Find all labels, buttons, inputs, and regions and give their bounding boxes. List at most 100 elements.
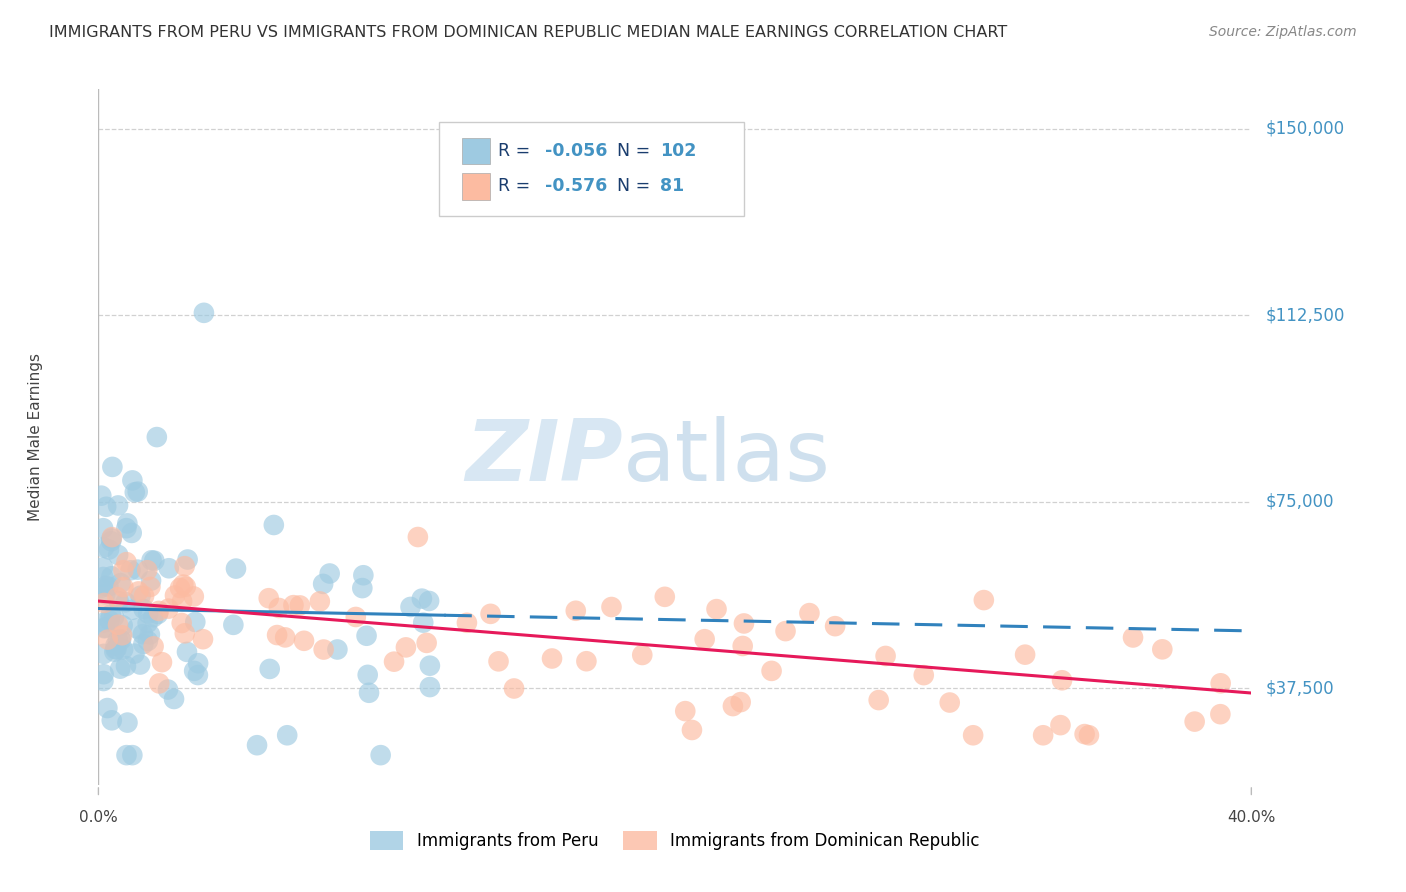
Point: [395, 640, 418, 655]
Point: [172, 577, 194, 591]
Point: [292, 633, 315, 648]
Point: [406, 530, 429, 544]
Point: [124, 485, 146, 500]
Point: [263, 518, 285, 533]
Point: [100, 534, 122, 549]
Point: [412, 615, 434, 630]
Point: [312, 642, 335, 657]
Point: [163, 589, 186, 603]
Point: [115, 748, 138, 763]
Point: [191, 632, 214, 647]
Point: [100, 532, 122, 546]
Legend: Immigrants from Peru, Immigrants from Dominican Republic: Immigrants from Peru, Immigrants from Do…: [364, 824, 986, 856]
Point: [187, 668, 209, 682]
Point: [97, 632, 120, 647]
Point: [326, 642, 349, 657]
Point: [100, 714, 122, 728]
Point: [110, 633, 132, 648]
Point: [129, 657, 152, 672]
Point: [730, 695, 752, 709]
Point: [103, 645, 125, 659]
Point: [600, 600, 623, 615]
Text: 81: 81: [659, 178, 685, 195]
Point: [399, 599, 422, 614]
Point: [148, 604, 170, 618]
Text: R =: R =: [499, 142, 536, 161]
Point: [97, 580, 120, 594]
Point: [93, 647, 115, 661]
Point: [90, 489, 112, 503]
FancyBboxPatch shape: [439, 122, 744, 216]
Point: [136, 563, 159, 577]
Text: -0.056: -0.056: [544, 142, 607, 161]
Point: [132, 637, 155, 651]
Point: [267, 601, 290, 615]
Point: [352, 568, 374, 582]
Point: [136, 607, 159, 621]
Bar: [461, 138, 491, 164]
Point: [112, 580, 135, 594]
Point: [103, 610, 125, 624]
Point: [110, 576, 132, 591]
Point: [105, 590, 128, 604]
Point: [731, 639, 754, 653]
Point: [136, 615, 159, 630]
Point: [142, 640, 165, 654]
Point: [117, 516, 139, 531]
Point: [121, 525, 143, 540]
Point: [868, 693, 890, 707]
Point: [1209, 676, 1232, 690]
Point: [357, 686, 380, 700]
Point: [318, 566, 340, 581]
Point: [418, 594, 440, 608]
Point: [169, 581, 191, 595]
Text: -0.576: -0.576: [544, 178, 607, 195]
Point: [1050, 673, 1073, 688]
Point: [139, 580, 162, 594]
Text: 102: 102: [659, 142, 696, 161]
Point: [1014, 648, 1036, 662]
Point: [98, 613, 121, 627]
Point: [288, 599, 311, 613]
Point: [172, 594, 194, 608]
Point: [136, 634, 159, 648]
Point: [132, 627, 155, 641]
Point: [370, 748, 392, 763]
Point: [176, 552, 198, 566]
Text: 0.0%: 0.0%: [79, 810, 118, 825]
Text: Median Male Earnings: Median Male Earnings: [28, 353, 42, 521]
Point: [132, 589, 155, 603]
Point: [174, 580, 197, 594]
Point: [127, 563, 149, 577]
Point: [257, 591, 280, 606]
Point: [761, 664, 783, 678]
Point: [673, 704, 696, 718]
Point: [163, 692, 186, 706]
Point: [141, 553, 163, 567]
Point: [419, 658, 441, 673]
Point: [799, 606, 821, 620]
Point: [121, 474, 143, 488]
Point: [117, 715, 139, 730]
Text: Source: ZipAtlas.com: Source: ZipAtlas.com: [1209, 25, 1357, 39]
Point: [112, 642, 135, 657]
Point: [96, 500, 118, 514]
Bar: [461, 173, 491, 200]
Point: [93, 541, 115, 555]
Point: [733, 616, 755, 631]
Point: [681, 723, 703, 737]
Text: R =: R =: [499, 178, 536, 195]
Text: $112,500: $112,500: [1265, 306, 1346, 325]
Point: [91, 570, 114, 584]
Text: N =: N =: [617, 142, 657, 161]
Point: [105, 642, 128, 657]
Point: [146, 607, 169, 621]
Point: [357, 668, 380, 682]
Text: N =: N =: [617, 178, 657, 195]
Point: [120, 563, 142, 577]
Point: [419, 680, 441, 694]
Point: [112, 563, 135, 577]
Point: [115, 555, 138, 569]
Point: [110, 632, 132, 647]
Point: [104, 642, 127, 657]
